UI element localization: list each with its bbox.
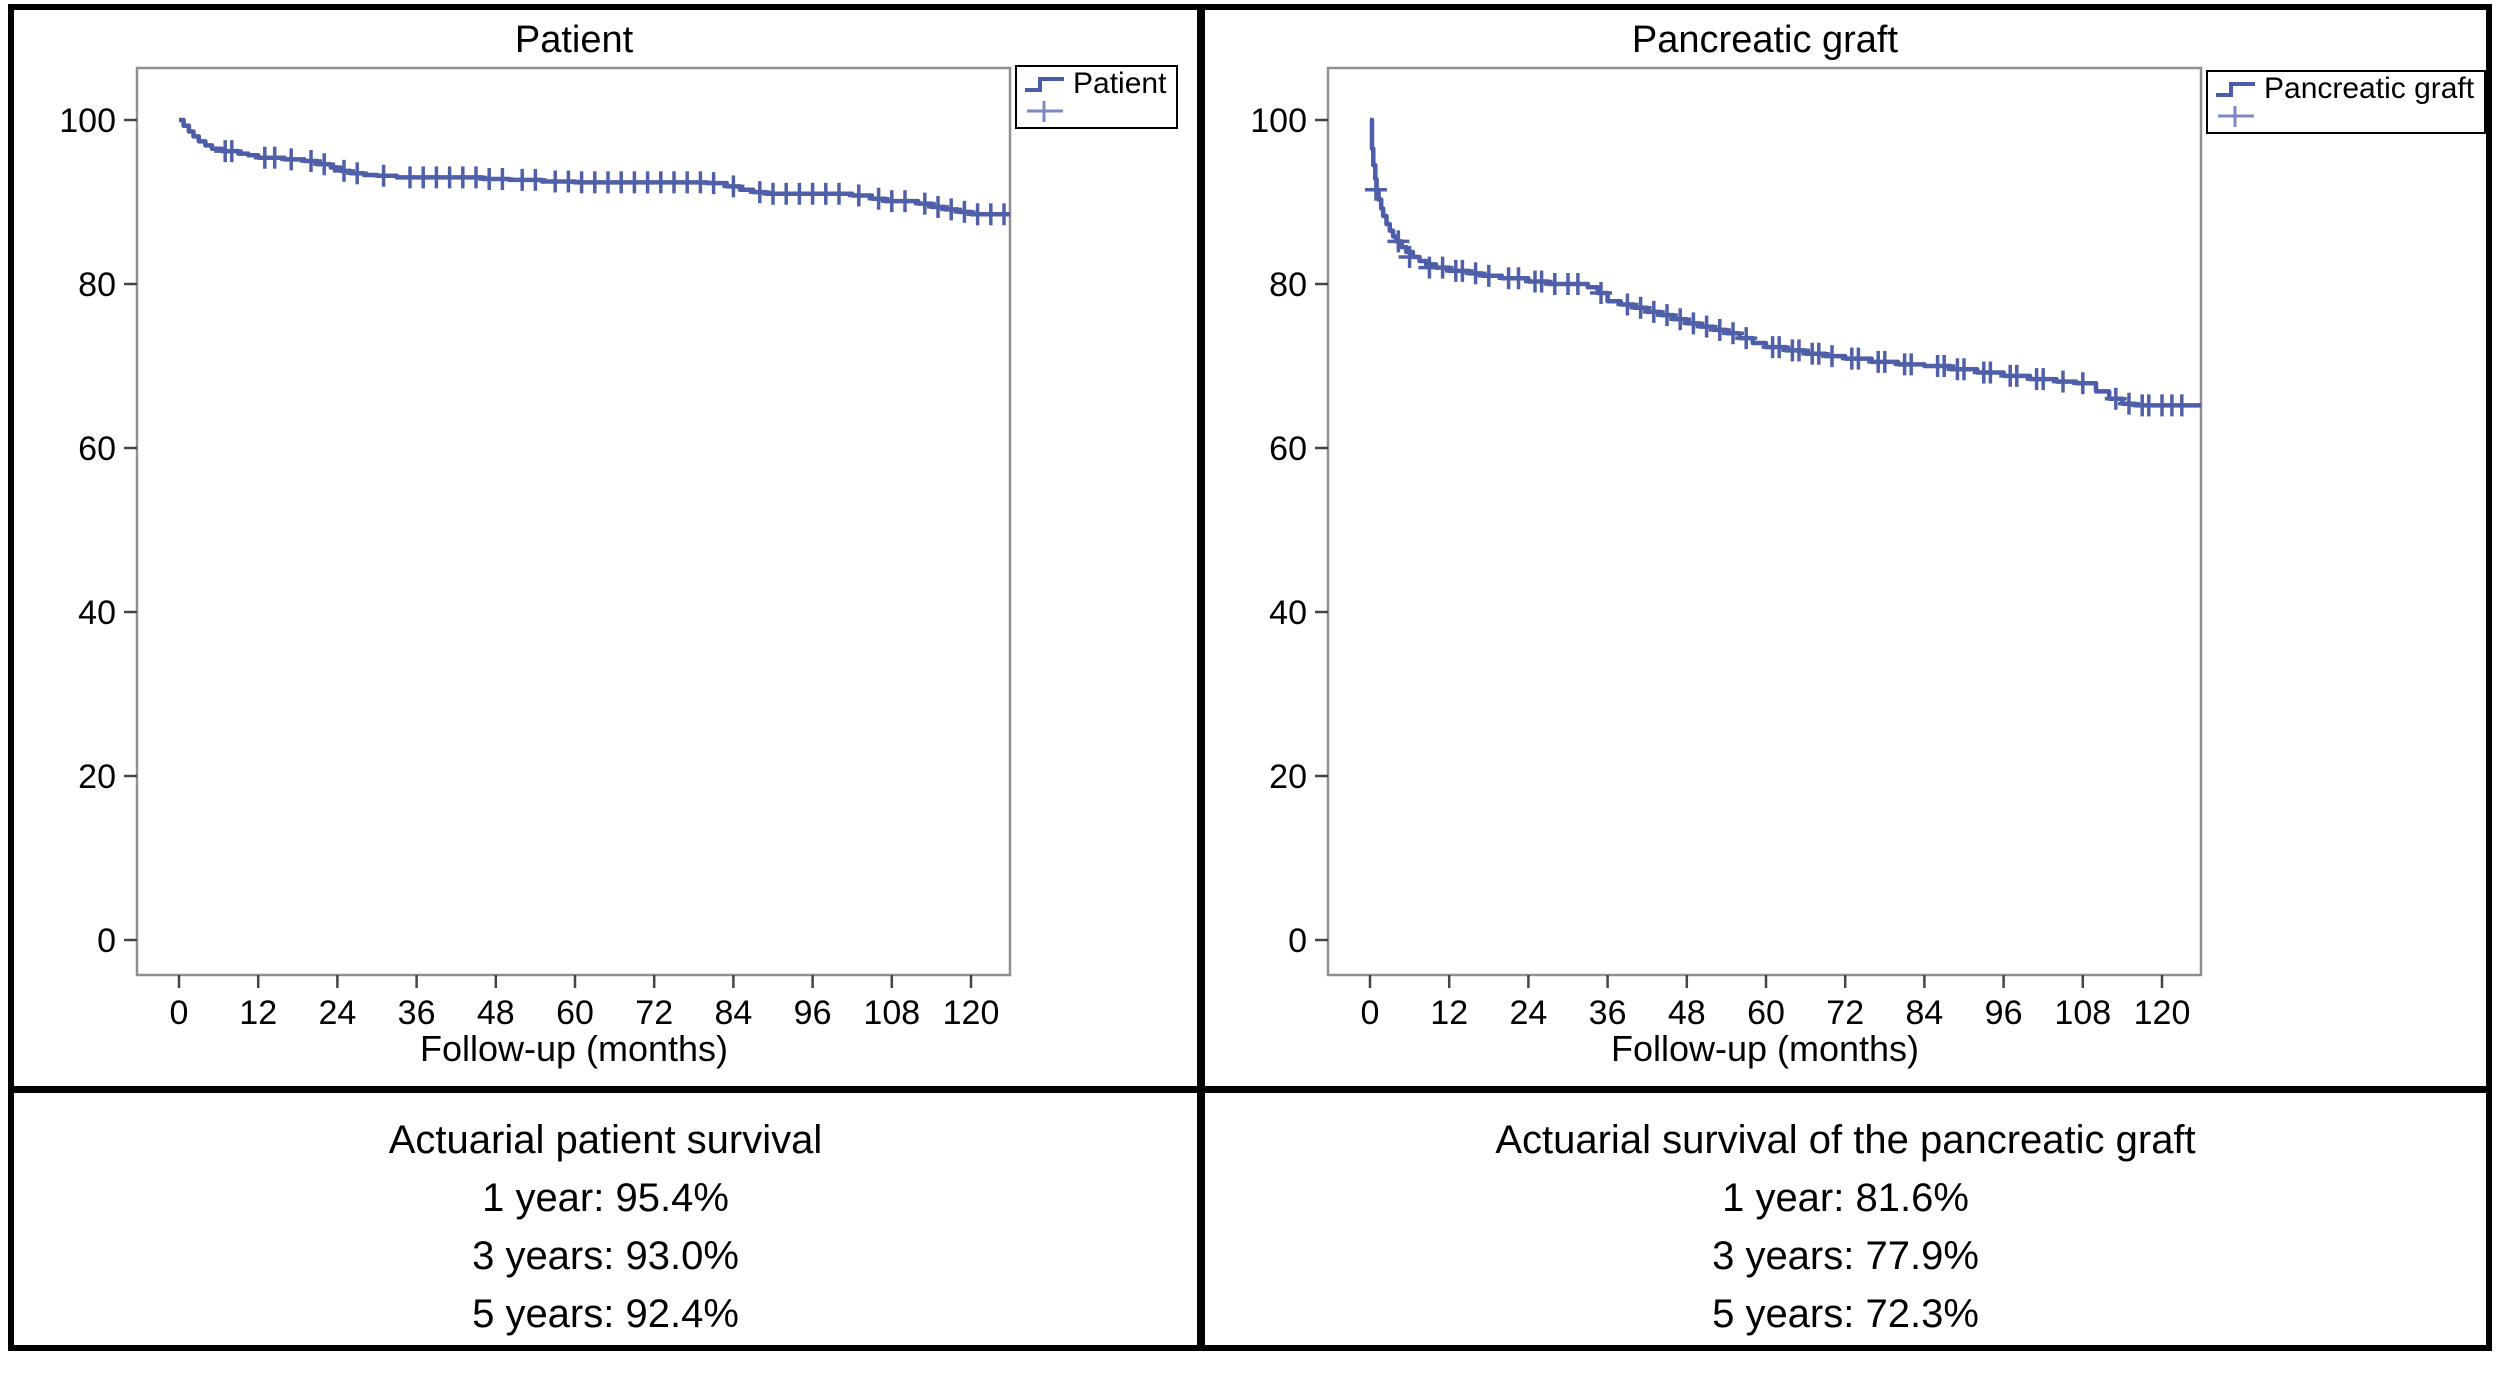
x-tick-label: 60: [556, 994, 594, 1032]
x-tick-label: 36: [1589, 994, 1627, 1032]
plot-frame: [135, 66, 1012, 977]
y-tick-label: 0: [1288, 922, 1307, 960]
x-tick-label: 96: [794, 994, 832, 1032]
x-tick-label: 12: [1430, 994, 1468, 1032]
y-tick-label: 60: [1269, 430, 1307, 468]
y-tick-label: 60: [78, 430, 116, 468]
y-tick-label: 100: [59, 102, 116, 140]
patient-3yr-value: 3 years: 93.0%: [472, 1234, 739, 1278]
graft-1yr-value: 1 year: 81.6%: [1722, 1176, 1969, 1220]
plot-frame: [1326, 66, 2203, 977]
x-tick-label: 36: [398, 994, 436, 1032]
x-tick-label: 120: [943, 994, 1000, 1032]
graft-5yr-value: 5 years: 72.3%: [1712, 1292, 1979, 1336]
patient-chart-title: Patient: [514, 19, 634, 61]
x-tick-label: 72: [635, 994, 673, 1032]
y-tick-label: 20: [1269, 758, 1307, 796]
x-tick-label: 60: [1747, 994, 1785, 1032]
graft-legend: Pancreatic graft: [2206, 70, 2486, 134]
step-line-icon: [1025, 76, 1064, 92]
figure-grid: Patient 100 80 60 40 20 0 0 12 24 36 48 60 72 84 96 108…: [8, 4, 2492, 1351]
legend-row-censor: [1023, 97, 1166, 124]
patient-survival-chart: 100 80 60 40 20 0 0 12 24 36 48 60 72 84 96 108 120: [59, 66, 1012, 1032]
y-tick-label: 40: [1269, 594, 1307, 632]
legend-row-line: Patient: [1023, 67, 1166, 100]
y-tick-label: 100: [1250, 102, 1307, 140]
x-tick-label: 0: [170, 994, 189, 1032]
x-tick-label: 48: [1668, 994, 1706, 1032]
graft-caption-box: Actuarial survival of the pancreatic gra…: [1205, 1086, 2486, 1345]
patient-caption-title: Actuarial patient survival: [388, 1118, 823, 1162]
x-tick-label: 84: [714, 994, 752, 1032]
patient-caption-box: Actuarial patient survival 1 year: 95.4%…: [14, 1086, 1205, 1345]
x-tick-label: 84: [1905, 994, 1943, 1032]
censor-marks: [214, 140, 1010, 226]
x-tick-label: 120: [2134, 994, 2191, 1032]
patient-x-axis-label: Follow-up (months): [419, 1028, 729, 1069]
x-tick-label: 12: [239, 994, 277, 1032]
censor-marks: [1364, 178, 2193, 417]
x-tick-label: 72: [1826, 994, 1864, 1032]
patient-1yr-value: 1 year: 95.4%: [482, 1176, 729, 1220]
km-curve: [1369, 117, 2201, 408]
censor-plus-icon: [1027, 100, 1063, 122]
patient-5yr-value: 5 years: 92.4%: [472, 1292, 739, 1336]
graft-3yr-value: 3 years: 77.9%: [1712, 1234, 1979, 1278]
x-tick-label: 48: [477, 994, 515, 1032]
censor-plus-icon: [2218, 105, 2254, 127]
graft-survival-chart: 100 80 60 40 20 0 0 12 24 36 48 60 72 84 96 108 120: [1250, 66, 2203, 1032]
graft-chart-title: Pancreatic graft: [1631, 19, 1899, 61]
patient-legend: Patient: [1015, 65, 1179, 129]
y-tick-label: 40: [78, 594, 116, 632]
graft-x-axis-label: Follow-up (months): [1610, 1028, 1920, 1069]
y-tick-label: 80: [1269, 266, 1307, 304]
step-line-icon: [2216, 81, 2255, 97]
graft-caption-title: Actuarial survival of the pancreatic gra…: [1495, 1118, 2196, 1162]
graft-legend-label: Pancreatic graft: [2264, 71, 2475, 105]
y-tick-label: 20: [78, 758, 116, 796]
y-tick-label: 80: [78, 266, 116, 304]
x-tick-label: 24: [318, 994, 356, 1032]
x-tick-label: 96: [1985, 994, 2023, 1032]
graft-chart-panel: Pancreatic graft 100 80 60 40 20 0 0 12 24 36 48 60…: [1205, 10, 2486, 1086]
patient-legend-label: Patient: [1073, 66, 1167, 100]
x-tick-label: 24: [1509, 994, 1547, 1032]
legend-row-censor: [2214, 102, 2474, 129]
x-tick-label: 108: [863, 994, 920, 1032]
patient-chart-panel: Patient 100 80 60 40 20 0 0 12 24 36 48 60 72 84 96 108…: [14, 10, 1205, 1086]
x-tick-label: 0: [1361, 994, 1380, 1032]
y-tick-label: 0: [97, 922, 116, 960]
x-tick-label: 108: [2054, 994, 2111, 1032]
legend-row-line: Pancreatic graft: [2214, 72, 2474, 105]
